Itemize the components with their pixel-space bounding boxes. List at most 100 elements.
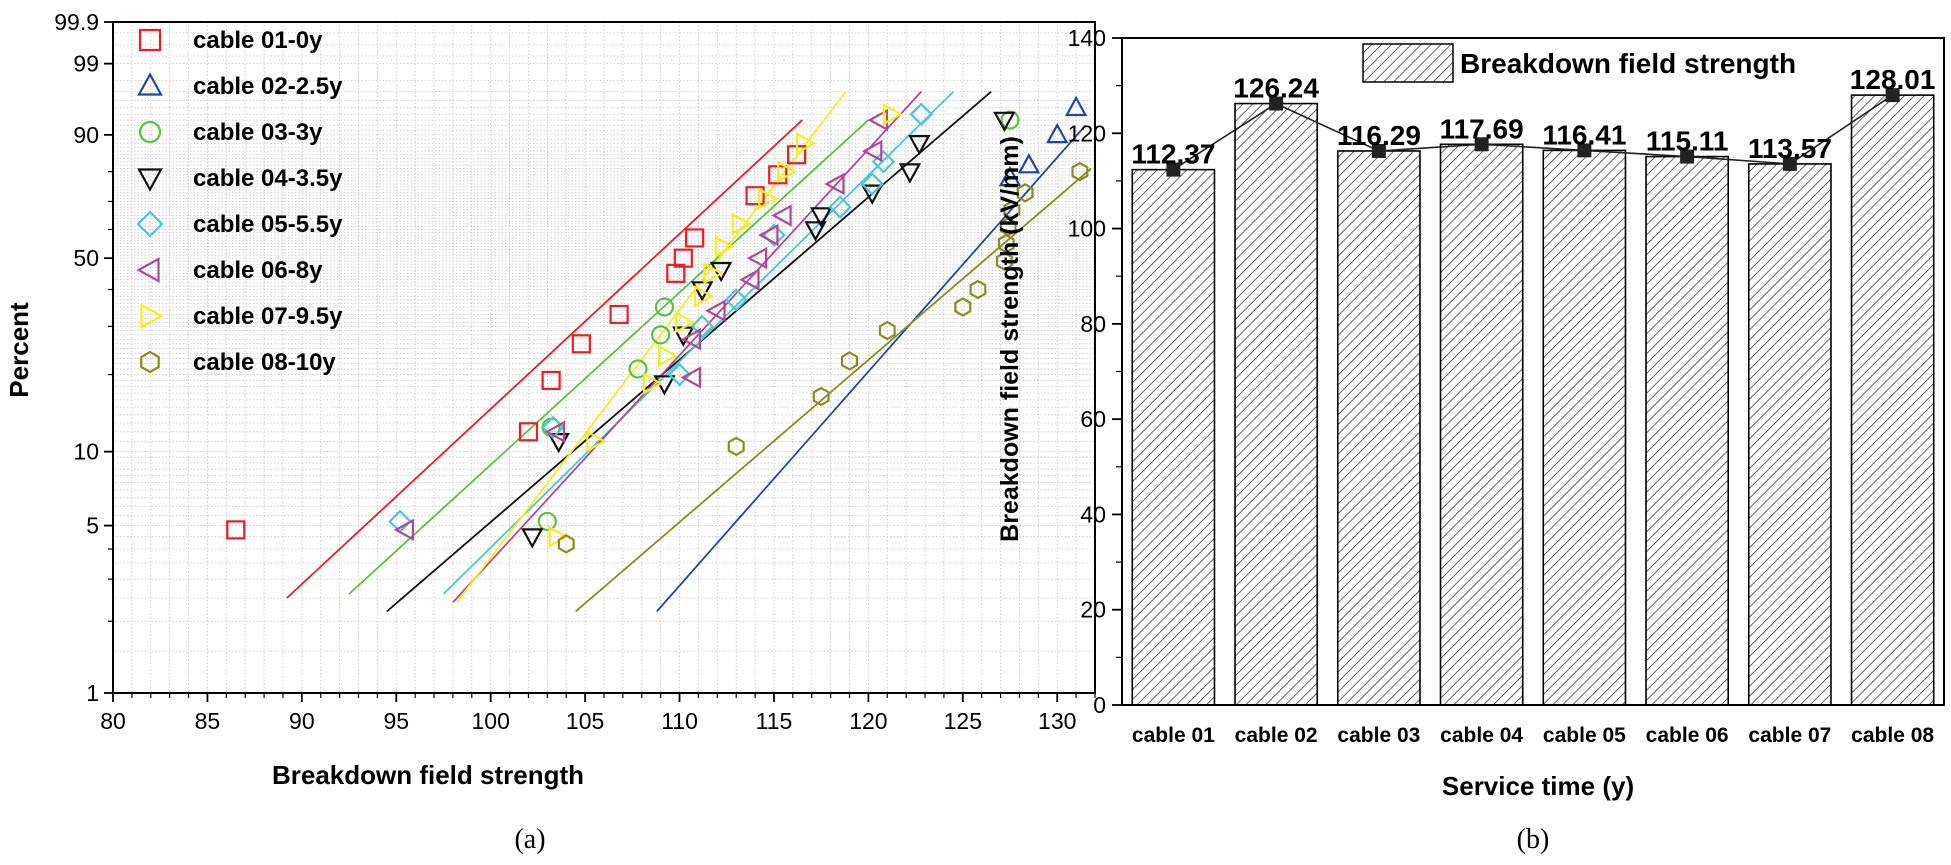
a-point-series-8	[1003, 200, 1021, 220]
a-x-tick-label: 100	[472, 708, 510, 734]
b-category-label-1: cable 01	[1132, 724, 1215, 747]
a-point-series-4	[691, 281, 714, 302]
a-legend-label-6: cable 06-8y	[193, 257, 323, 284]
b-line-marker-3	[1371, 143, 1386, 158]
a-point-series-3	[1000, 110, 1020, 130]
a-point-series-1	[226, 520, 246, 540]
a-legend-label-2: cable 02-2.5y	[193, 73, 343, 100]
a-point-series-4	[898, 163, 922, 184]
a-point-series-8	[954, 297, 972, 317]
a-x-tick-label: 125	[944, 708, 982, 734]
b-y-axis-label: Breakdown field strength (kV/mm)	[996, 136, 1024, 542]
a-legend-label-3: cable 03-3y	[193, 119, 323, 146]
b-y-tick-label: 20	[1080, 597, 1106, 623]
a-point-series-6	[758, 223, 779, 247]
a-x-tick-label: 120	[849, 708, 887, 734]
a-x-tick-label: 85	[195, 708, 221, 734]
b-line-marker-4	[1474, 137, 1489, 152]
a-point-series-8	[1016, 183, 1034, 203]
b-y-tick-label: 140	[1068, 25, 1106, 51]
a-fit-line-1	[286, 119, 803, 599]
a-point-series-5	[909, 102, 934, 127]
a-legend-label-1: cable 01-0y	[193, 27, 323, 54]
a-legend-marker-4	[137, 168, 163, 192]
b-y-tick-label: 120	[1068, 120, 1106, 146]
a-legend-marker-2	[137, 72, 163, 96]
a-point-series-1	[541, 370, 561, 391]
b-trend-line	[1172, 94, 1894, 171]
a-y-tick-label: 1	[86, 680, 99, 706]
b-category-label-7: cable 07	[1748, 724, 1831, 747]
a-point-series-7	[776, 160, 798, 183]
a-x-tick-label: 105	[566, 708, 604, 734]
b-x-axis-label: Service time (y)	[1442, 771, 1634, 801]
b-line-overlay	[1166, 88, 1900, 177]
a-fit-line-8	[575, 167, 1092, 613]
b-line-marker-5	[1577, 143, 1592, 158]
a-point-series-5	[724, 288, 748, 312]
b-legend-swatch	[1362, 43, 1454, 83]
subfig-a-label: (a)	[514, 824, 545, 855]
a-point-series-6	[680, 328, 702, 351]
a-legend-marker-7	[140, 303, 164, 329]
a-point-series-2	[1046, 122, 1069, 144]
a-legend-marker-3	[138, 120, 162, 144]
b-bars	[1131, 94, 1935, 706]
a-point-series-7	[758, 187, 779, 210]
b-category-label-4: cable 04	[1440, 724, 1523, 747]
a-point-series-4	[804, 221, 827, 242]
a-x-tick-label: 80	[100, 708, 126, 734]
a-x-tick-label: 115	[756, 708, 793, 734]
a-legend-label-4: cable 04-3.5y	[193, 165, 343, 192]
subfig-b-label: (b)	[1517, 824, 1550, 855]
b-legend-label: Breakdown field strength	[1460, 48, 1796, 79]
b-y-tick-label: 40	[1080, 501, 1106, 527]
a-point-series-4	[547, 433, 570, 454]
b-category-label-3: cable 03	[1337, 724, 1420, 747]
a-x-tick-label: 95	[383, 708, 409, 734]
a-x-tick-label: 90	[289, 708, 315, 734]
a-point-series-4	[993, 111, 1016, 133]
a-point-series-4	[908, 135, 931, 156]
a-point-series-6	[739, 268, 760, 291]
a-point-series-8	[557, 534, 575, 554]
b-y-tick-label: 60	[1080, 406, 1106, 432]
a-point-series-7	[714, 235, 735, 258]
a-point-series-8	[878, 320, 896, 341]
b-bar-1	[1131, 168, 1216, 706]
b-value-label-3: 116.29	[1337, 120, 1421, 151]
b-category-label-6: cable 06	[1646, 724, 1729, 747]
a-fit-line-7	[455, 91, 847, 603]
a-point-series-3	[654, 297, 675, 317]
a-point-series-8	[840, 351, 859, 371]
a-point-series-1	[571, 334, 591, 354]
a-point-series-1	[609, 304, 629, 325]
a-legend-label-8: cable 08-10y	[193, 349, 336, 376]
b-bar-4	[1439, 143, 1524, 706]
b-line-marker-8	[1885, 88, 1900, 103]
a-axis-ticks: 80 85 90 95 100 105 110 115 120 125 130 1 5 10 50 90 99 9…	[54, 9, 1096, 734]
b-axis-ticks: cable 01 cable 02 cable 03 cable 04 cable 05…	[1068, 25, 1935, 747]
a-point-series-5	[690, 314, 714, 339]
a-point-series-3	[651, 325, 671, 345]
b-bar-2	[1234, 102, 1319, 706]
a-point-series-1	[685, 228, 705, 248]
a-point-series-3	[628, 359, 648, 379]
b-category-label-8: cable 08	[1851, 724, 1934, 747]
a-point-series-1	[673, 248, 693, 268]
b-y-tick-label: 0	[1093, 692, 1106, 718]
a-fit-line-5	[442, 90, 954, 595]
a-grid	[112, 22, 1096, 694]
a-y-tick-label: 5	[86, 513, 99, 539]
a-point-series-4	[521, 528, 544, 549]
b-value-label-8: 128.01	[1850, 64, 1936, 95]
b-line-marker-6	[1680, 149, 1695, 164]
a-point-series-8	[969, 279, 987, 300]
b-line-marker-7	[1782, 156, 1797, 171]
b-value-label-4: 117.69	[1440, 113, 1524, 144]
a-point-series-8	[812, 386, 830, 407]
a-point-series-4	[809, 207, 833, 228]
a-point-series-8	[997, 233, 1015, 254]
a-legend-label-5: cable 05-5.5y	[193, 211, 343, 238]
a-point-series-2	[1017, 153, 1041, 174]
